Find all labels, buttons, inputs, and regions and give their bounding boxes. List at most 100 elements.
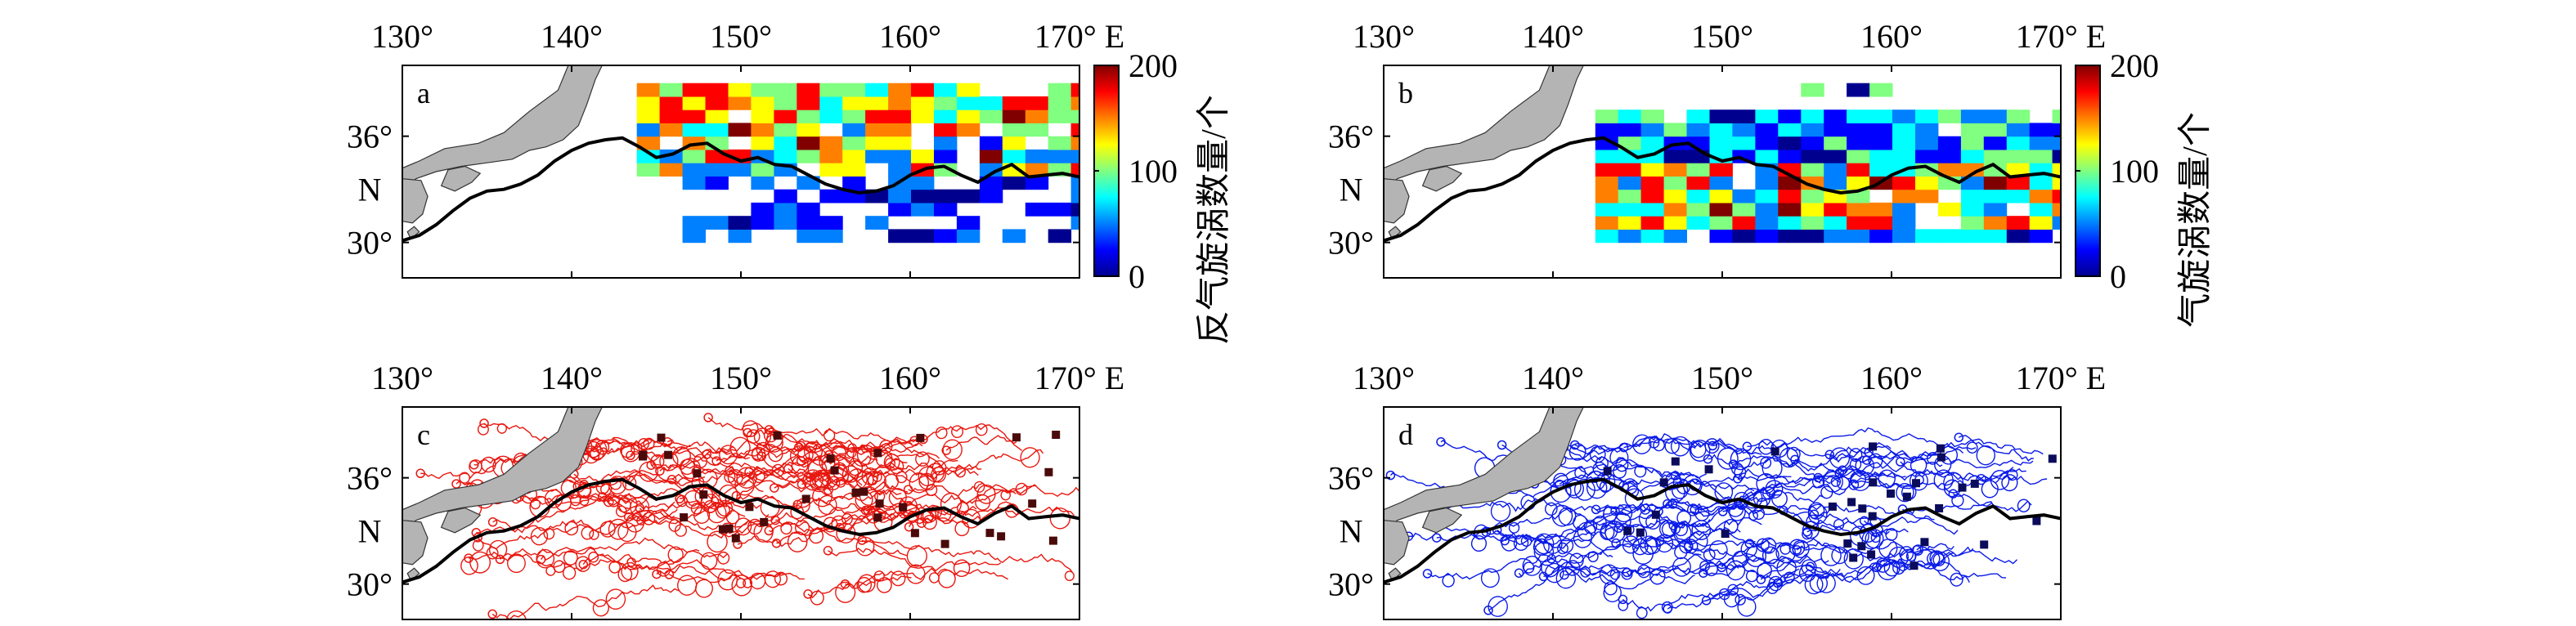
grid-cell: [797, 110, 820, 123]
grid-cell: [1937, 149, 1962, 163]
grid-cell: [636, 163, 661, 177]
grid-cell: [1892, 216, 1916, 230]
lat-tick-label: 30°: [347, 566, 393, 603]
lat-tick-label: 36°: [1328, 460, 1374, 497]
eddy-track: [628, 513, 770, 536]
grid-cell: [728, 123, 752, 137]
grid-cell: [934, 136, 958, 150]
eddy-track: [1568, 434, 1740, 463]
grid-cell: [2006, 176, 2031, 190]
eddy-track: [707, 445, 824, 474]
track-end-marker: [1742, 441, 1752, 452]
eddy-track: [909, 506, 1075, 537]
grid-cell: [1824, 123, 1847, 137]
grid-cell: [1824, 110, 1847, 123]
grid-cell: [819, 229, 843, 244]
eddy-track: [1667, 568, 1800, 610]
grid-cell: [2052, 176, 2061, 190]
eddy-track: [774, 479, 902, 510]
track-end-marker: [1432, 533, 1442, 543]
track-end-marker: [744, 467, 754, 477]
track-end-marker: [1954, 432, 1964, 443]
grid-cell: [774, 136, 797, 150]
track-end-marker: [1809, 509, 1820, 520]
eddy-track: [1604, 477, 1824, 509]
eddy-track: [602, 480, 764, 515]
grid-cell: [888, 163, 912, 177]
grid-cell: [865, 110, 889, 123]
grid-cell: [1618, 229, 1642, 244]
grid-cell: [911, 83, 935, 97]
eddy-track: [1497, 498, 1715, 554]
land-polygon: [1388, 567, 1402, 582]
grid-cell: [1960, 229, 1985, 244]
origin-marker: [664, 450, 673, 459]
grid-cell: [1937, 163, 1962, 177]
grid-cell: [842, 136, 866, 150]
origin-marker: [718, 525, 727, 534]
origin-marker: [2032, 516, 2041, 525]
grid-cell: [1847, 110, 1870, 123]
grid-cell: [1847, 216, 1870, 230]
grid-cell: [1824, 163, 1847, 177]
track-end-marker: [1436, 437, 1446, 447]
grid-cell: [1937, 136, 1962, 150]
map-area: [402, 65, 1079, 244]
origin-marker: [760, 517, 769, 526]
map-area: [1384, 65, 2061, 244]
eddy-track: [716, 445, 850, 462]
grid-cell: [1801, 216, 1824, 230]
grid-cell: [2006, 149, 2031, 163]
lon-tick-label: 150°: [710, 360, 772, 396]
grid-cell: [797, 216, 820, 230]
grid-cell: [774, 149, 797, 163]
origin-marker: [1843, 539, 1852, 548]
lat-tick-label: 30°: [347, 225, 393, 262]
grid-cell: [636, 110, 661, 123]
grid-cell: [774, 96, 797, 110]
kuroshio-path: [1384, 136, 2061, 243]
grid-cell: [888, 136, 912, 150]
grid-cell: [682, 149, 706, 163]
eddy-track: [1733, 454, 1840, 483]
map-area: [1384, 407, 2061, 619]
origin-marker: [1623, 526, 1632, 535]
origin-marker: [725, 524, 734, 533]
track-end-marker: [803, 589, 813, 599]
grid-cell: [1070, 83, 1079, 97]
origin-marker: [699, 490, 708, 499]
grid-cell: [1847, 202, 1870, 217]
grid-cell: [1847, 149, 1870, 163]
grid-cell: [956, 229, 981, 244]
grid-cell: [1709, 189, 1733, 203]
track-end-marker: [771, 539, 782, 548]
grid-cell: [842, 110, 866, 123]
grid-cell: [705, 216, 729, 230]
origin-marker: [1867, 550, 1876, 559]
grid-cell: [1618, 110, 1642, 123]
lon-tick-label: 150°: [1691, 18, 1753, 55]
grid-cell: [1915, 123, 1939, 137]
track-end-marker: [1663, 499, 1672, 509]
grid-cell: [934, 83, 958, 97]
grid-cell: [1755, 216, 1779, 230]
origin-marker: [693, 469, 702, 478]
track-end-marker: [495, 554, 505, 565]
eddy-track: [630, 445, 738, 472]
origin-marker: [1970, 479, 1979, 488]
grid-cell: [888, 229, 912, 244]
lon-tick-label: 170° E: [2016, 18, 2106, 55]
grid-cell: [1663, 176, 1687, 190]
colorbar-tick-label: 200: [2110, 47, 2159, 84]
grid-cell: [636, 123, 661, 137]
grid-cell: [751, 202, 774, 217]
grid-cell: [979, 163, 1003, 177]
track-end-marker: [1385, 470, 1396, 481]
grid-cell: [911, 110, 935, 123]
origin-marker: [1858, 504, 1867, 513]
grid-cell: [2006, 163, 2031, 177]
japan-land: [1384, 407, 1584, 582]
eddy-track: [855, 536, 1075, 581]
grid-cell: [1937, 110, 1962, 123]
track-end-marker: [1514, 568, 1524, 578]
